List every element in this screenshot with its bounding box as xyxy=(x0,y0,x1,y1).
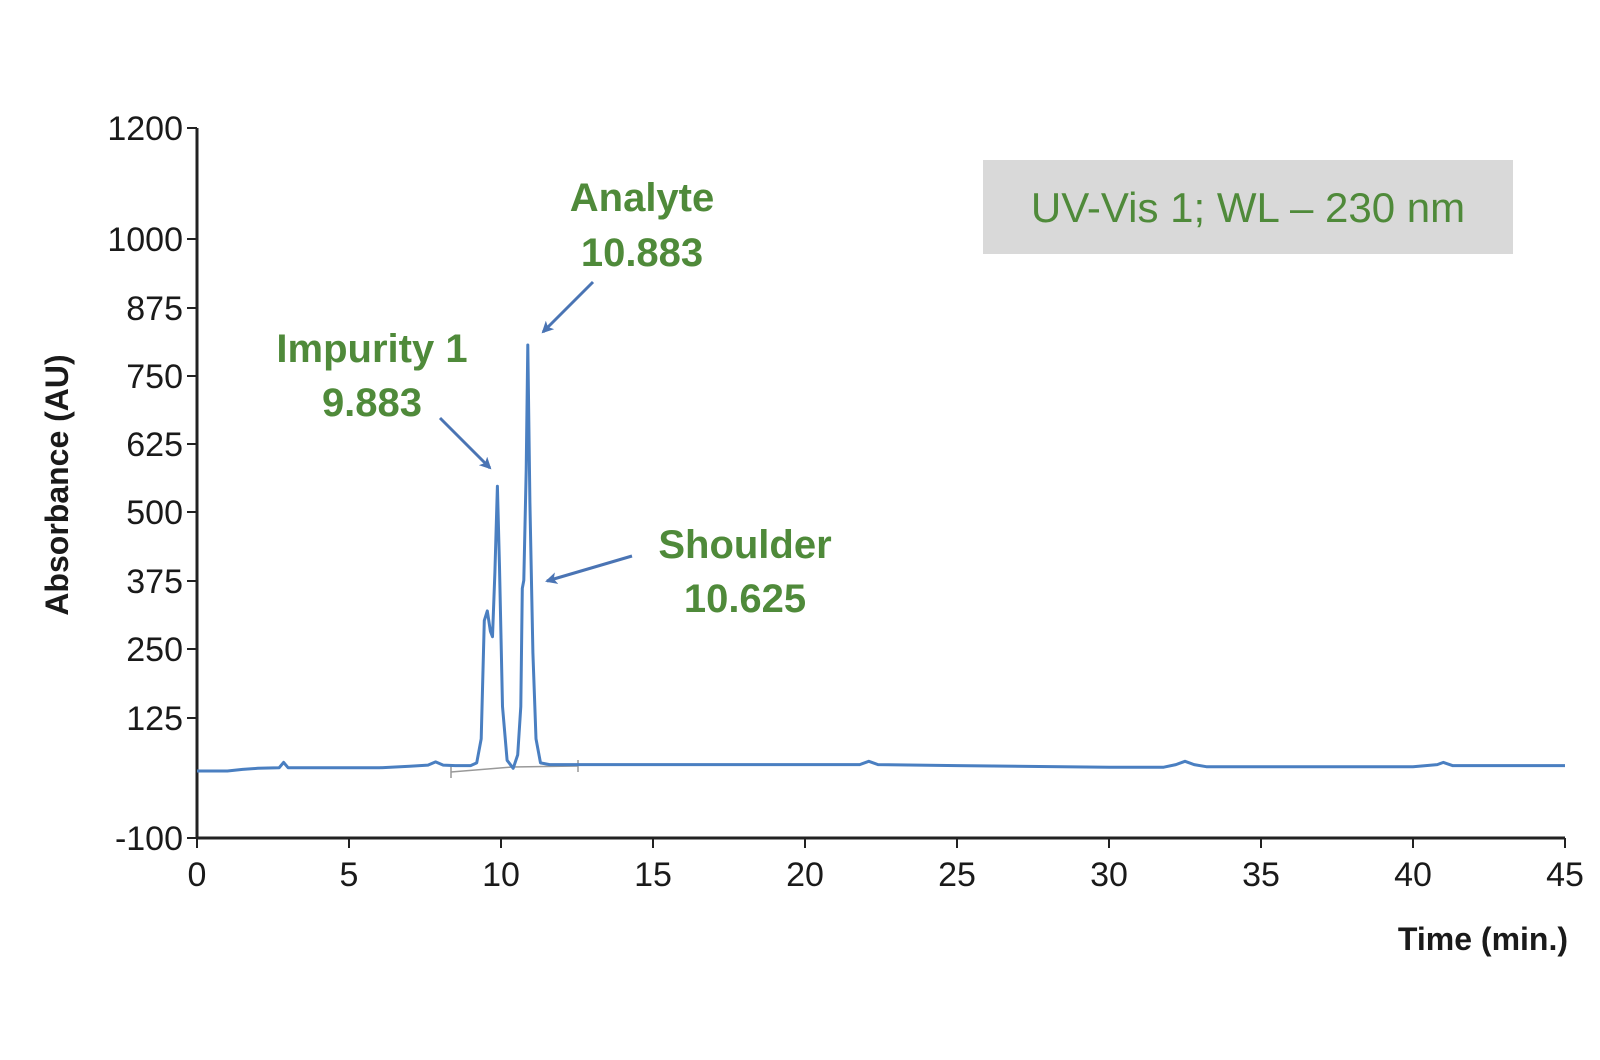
y-tick-label: 1000 xyxy=(107,221,183,259)
x-ticks: 0 5 10 15 20 25 30 35 40 45 xyxy=(188,838,1584,894)
series-line xyxy=(197,343,1565,773)
annotation-impurity: Impurity 1 9.883 xyxy=(276,327,492,470)
y-tick-label: 750 xyxy=(126,358,183,396)
x-tick-label: 35 xyxy=(1242,856,1280,894)
y-tick-label: 875 xyxy=(126,290,183,328)
annotation-shoulder-value: 10.625 xyxy=(684,577,806,621)
y-axis-title: Absorbance (AU) xyxy=(39,354,75,615)
annotation-impurity-label: Impurity 1 xyxy=(276,327,467,371)
y-tick-label: 375 xyxy=(126,563,183,601)
annotation-analyte: Analyte 10.883 xyxy=(541,176,715,334)
x-tick-label: 20 xyxy=(786,856,824,894)
y-tick-label: 250 xyxy=(126,631,183,669)
annotation-impurity-value: 9.883 xyxy=(322,381,422,425)
x-tick-label: 15 xyxy=(634,856,672,894)
annotation-analyte-value: 10.883 xyxy=(581,231,703,275)
y-tick-label: -100 xyxy=(115,820,183,858)
annotation-shoulder-label: Shoulder xyxy=(658,523,831,567)
x-tick-label: 45 xyxy=(1546,856,1584,894)
x-tick-label: 5 xyxy=(340,856,359,894)
y-tick-label: 125 xyxy=(126,700,183,738)
x-axis-title: Time (min.) xyxy=(1398,921,1568,957)
x-tick-label: 25 xyxy=(938,856,976,894)
legend-background xyxy=(983,160,1513,254)
x-tick-label: 0 xyxy=(188,856,207,894)
y-tick-label: 1200 xyxy=(107,110,183,148)
annotation-analyte-label: Analyte xyxy=(570,176,715,220)
annotation-shoulder: Shoulder 10.625 xyxy=(545,523,832,621)
y-tick-label: 500 xyxy=(126,494,183,532)
x-tick-label: 40 xyxy=(1394,856,1432,894)
legend: UV-Vis 1; WL – 230 nm xyxy=(983,160,1513,254)
x-tick-label: 10 xyxy=(482,856,520,894)
axes xyxy=(195,128,1565,840)
x-tick-label: 30 xyxy=(1090,856,1128,894)
annotation-analyte-arrow xyxy=(541,280,595,334)
annotation-shoulder-arrow xyxy=(545,554,633,584)
y-tick-label: 625 xyxy=(126,426,183,464)
legend-label: UV-Vis 1; WL – 230 nm xyxy=(1031,184,1465,231)
y-ticks: 1200 1000 875 750 625 500 375 250 125 -100 xyxy=(107,110,197,858)
annotation-impurity-arrow xyxy=(438,416,492,470)
